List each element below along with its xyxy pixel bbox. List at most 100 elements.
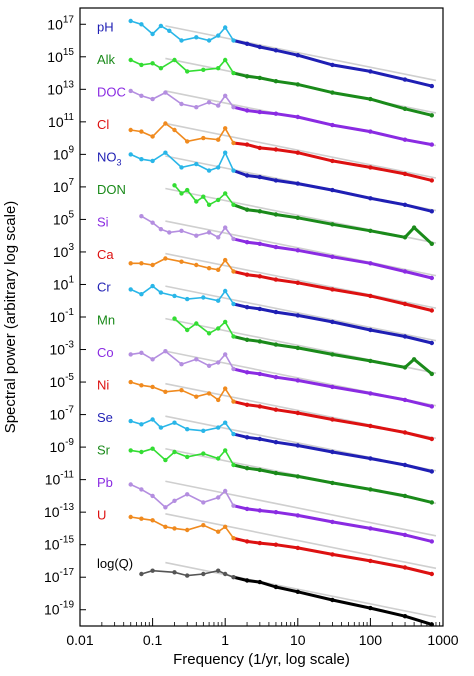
data-point [402, 565, 408, 570]
series-line-low-7 [130, 257, 235, 272]
y-tick-label: 10-15 [44, 535, 74, 553]
data-point [368, 261, 373, 266]
data-point [150, 518, 155, 523]
data-point [223, 288, 228, 294]
data-point [223, 386, 228, 391]
data-point [295, 313, 300, 318]
reference-line [165, 285, 437, 342]
data-point [150, 568, 155, 573]
data-point [273, 244, 279, 250]
data-point [128, 152, 133, 157]
data-point [223, 448, 228, 453]
data-point [201, 67, 206, 73]
data-point [139, 516, 144, 521]
data-point [429, 113, 434, 118]
data-point [429, 436, 434, 442]
data-point [244, 272, 250, 277]
data-point [257, 339, 262, 344]
data-point [179, 362, 184, 367]
data-point [330, 187, 335, 193]
series-labels: pH Alk DOC Cl NO3 DON Si Ca Cr Mn Co Ni Se Sr Pb Ulog(Q… [97, 20, 133, 572]
data-point [223, 150, 228, 155]
data-point [295, 378, 300, 383]
data-point [244, 207, 250, 212]
data-point [150, 158, 155, 164]
reference-line [165, 480, 437, 537]
data-point [150, 134, 155, 139]
series-group [128, 18, 434, 627]
data-point [231, 399, 236, 404]
data-point [231, 366, 236, 372]
series-label: log(Q) [97, 556, 133, 571]
y-tick-label: 1017 [47, 14, 74, 32]
data-point [194, 35, 199, 40]
data-point [244, 240, 250, 245]
data-point [295, 248, 300, 253]
data-point [402, 269, 408, 274]
y-tick-label: 10-11 [45, 470, 75, 488]
data-point [257, 306, 262, 312]
data-point [273, 510, 279, 515]
data-point [185, 187, 190, 193]
series-line-low-6 [140, 215, 235, 240]
data-point [273, 178, 279, 183]
data-point [163, 150, 168, 155]
data-point [194, 199, 199, 204]
data-point [273, 584, 279, 590]
axes-group: 0.01 0.1 1 10 100 1000 1017 1015 1013 1011 109 107 1… [44, 14, 459, 648]
data-point [139, 129, 144, 134]
data-point [201, 135, 206, 141]
data-point [128, 18, 133, 24]
data-point [273, 309, 279, 315]
series-line-low-2 [130, 90, 235, 109]
data-point [244, 305, 250, 310]
data-point [172, 316, 177, 321]
data-point [128, 418, 133, 424]
data-point [231, 70, 236, 76]
series-line-low-10 [130, 350, 235, 370]
data-point [295, 443, 300, 448]
data-point [163, 349, 168, 354]
data-point [223, 191, 228, 196]
data-point [139, 383, 144, 388]
data-point [128, 448, 133, 453]
data-point [216, 425, 221, 430]
data-point [429, 404, 434, 409]
data-point [330, 222, 335, 227]
data-point [201, 451, 206, 456]
data-point [206, 331, 212, 336]
data-point [295, 215, 300, 220]
data-point [273, 277, 279, 282]
data-point [257, 174, 262, 180]
series-label: NO3 [97, 150, 122, 168]
data-point [273, 79, 279, 84]
data-point [185, 492, 190, 497]
data-point [368, 196, 373, 201]
data-point [163, 256, 168, 261]
data-point [172, 183, 177, 188]
data-point [429, 371, 434, 377]
data-point [150, 384, 155, 390]
data-point [295, 53, 300, 58]
data-point [223, 126, 228, 131]
data-point [139, 350, 144, 355]
data-point [295, 589, 300, 594]
data-point [368, 69, 373, 74]
data-point [139, 62, 144, 68]
data-point [206, 168, 212, 173]
data-point [163, 457, 168, 463]
data-point [402, 430, 408, 435]
data-point [216, 165, 221, 170]
data-point [244, 108, 250, 113]
data-point [257, 371, 262, 377]
data-point [223, 420, 228, 425]
data-point [429, 142, 434, 147]
data-point [194, 161, 199, 167]
y-tick-label: 103 [53, 242, 75, 260]
data-point [402, 301, 408, 307]
data-point [223, 352, 228, 357]
series-line-5 [232, 203, 433, 245]
y-tick-label: 10-7 [50, 405, 75, 423]
x-tick-label: 1000 [427, 632, 458, 648]
